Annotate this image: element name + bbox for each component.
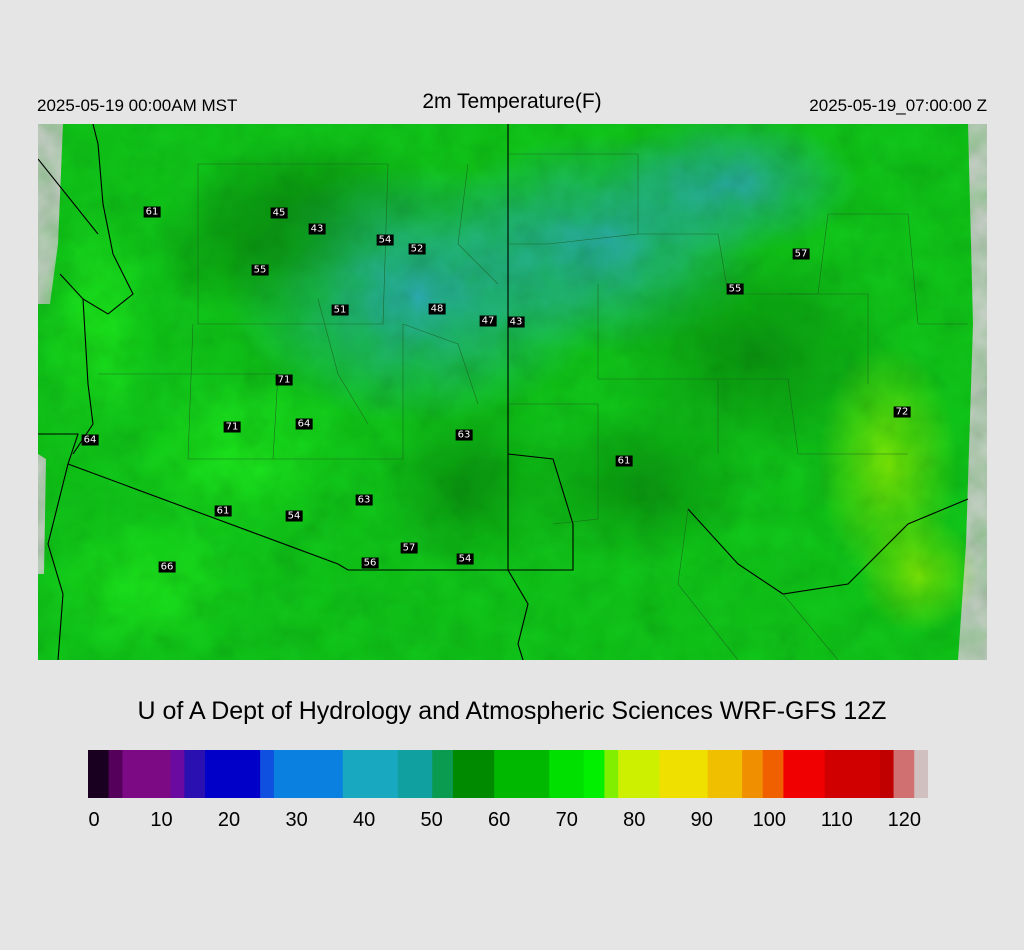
color-scale-segment	[494, 750, 550, 798]
color-scale-tick-label: 50	[420, 809, 443, 831]
station-label: 61	[143, 206, 161, 218]
color-scale-segment	[742, 750, 764, 798]
color-scale-tick-label: 20	[217, 809, 241, 831]
color-scale-segment	[88, 750, 110, 798]
color-scale-tick-label: 110	[820, 809, 853, 831]
color-scale-segment	[762, 750, 785, 798]
color-scale-bar	[88, 750, 928, 798]
color-scale-tick-label: 100	[752, 809, 786, 831]
color-scale-segment	[260, 750, 275, 798]
station-label: 48	[428, 303, 446, 315]
color-scale-segment	[397, 750, 433, 798]
color-scale-segment	[342, 750, 399, 798]
color-scale-segment	[893, 750, 915, 798]
valid-time-local: 2025-05-19 00:00AM MST	[37, 96, 238, 115]
map-canvas	[37, 114, 987, 664]
color-scale-tick-label: 10	[150, 809, 173, 831]
color-scale-segment	[914, 750, 928, 798]
station-label: 51	[331, 304, 349, 316]
color-scale-segment	[618, 750, 661, 798]
color-scale-segment	[184, 750, 206, 798]
color-scale-segment	[122, 750, 172, 798]
color-scale-segment	[452, 750, 495, 798]
color-scale-tick-label: 0	[88, 809, 100, 831]
color-scale-segment	[824, 750, 881, 798]
station-label: 72	[893, 406, 911, 418]
station-label: 45	[270, 207, 288, 219]
station-label: 71	[275, 374, 293, 386]
station-label: 55	[726, 283, 744, 295]
station-label: 54	[456, 553, 474, 565]
color-scale-tick-label: 70	[555, 809, 578, 831]
station-label: 57	[792, 248, 810, 260]
station-label: 56	[361, 557, 379, 569]
station-label: 55	[251, 264, 269, 276]
station-label: 57	[400, 542, 418, 554]
station-label: 52	[408, 243, 426, 255]
station-label: 61	[214, 505, 232, 517]
color-scale-tick-label: 60	[488, 809, 511, 831]
color-scale-segment	[549, 750, 585, 798]
model-credit: U of A Dept of Hydrology and Atmospheric…	[137, 697, 887, 725]
station-label: 71	[223, 421, 241, 433]
color-scale-segment	[170, 750, 185, 798]
temperature-map[interactable]: 61 45 43 54 52 55 51 48 47 43 57 55 71 7…	[37, 114, 987, 664]
station-label: 54	[285, 510, 303, 522]
color-scale-tick-label: 40	[352, 809, 376, 831]
color-scale-tick-label: 120	[887, 809, 922, 831]
color-scale-segment	[205, 750, 261, 798]
station-label: 47	[479, 315, 497, 327]
color-scale-segment	[583, 750, 605, 798]
station-label: 43	[507, 316, 525, 328]
color-scale-segment	[707, 750, 743, 798]
valid-time-utc: 2025-05-19_07:00:00 Z	[809, 96, 987, 115]
color-scale-segment	[879, 750, 895, 798]
map-title: 2m Temperature(F)	[422, 90, 602, 113]
station-label: 54	[376, 234, 394, 246]
station-label: 66	[158, 561, 176, 573]
color-scale-segment	[783, 750, 826, 798]
station-label: 63	[355, 494, 373, 506]
station-label: 63	[455, 429, 473, 441]
station-label: 61	[615, 455, 633, 467]
color-scale-tick-label: 90	[690, 809, 713, 831]
station-label: 64	[295, 418, 313, 430]
color-scale-tick-label: 80	[623, 809, 646, 831]
color-scale-segment	[432, 750, 454, 798]
color-scale-segment	[273, 750, 344, 798]
color-scale-tick-label: 30	[285, 809, 308, 831]
station-label: 43	[308, 223, 326, 235]
color-scale-segment	[659, 750, 709, 798]
color-scale-segment	[108, 750, 124, 798]
color-scale-segment	[604, 750, 619, 798]
station-label: 64	[81, 434, 99, 446]
